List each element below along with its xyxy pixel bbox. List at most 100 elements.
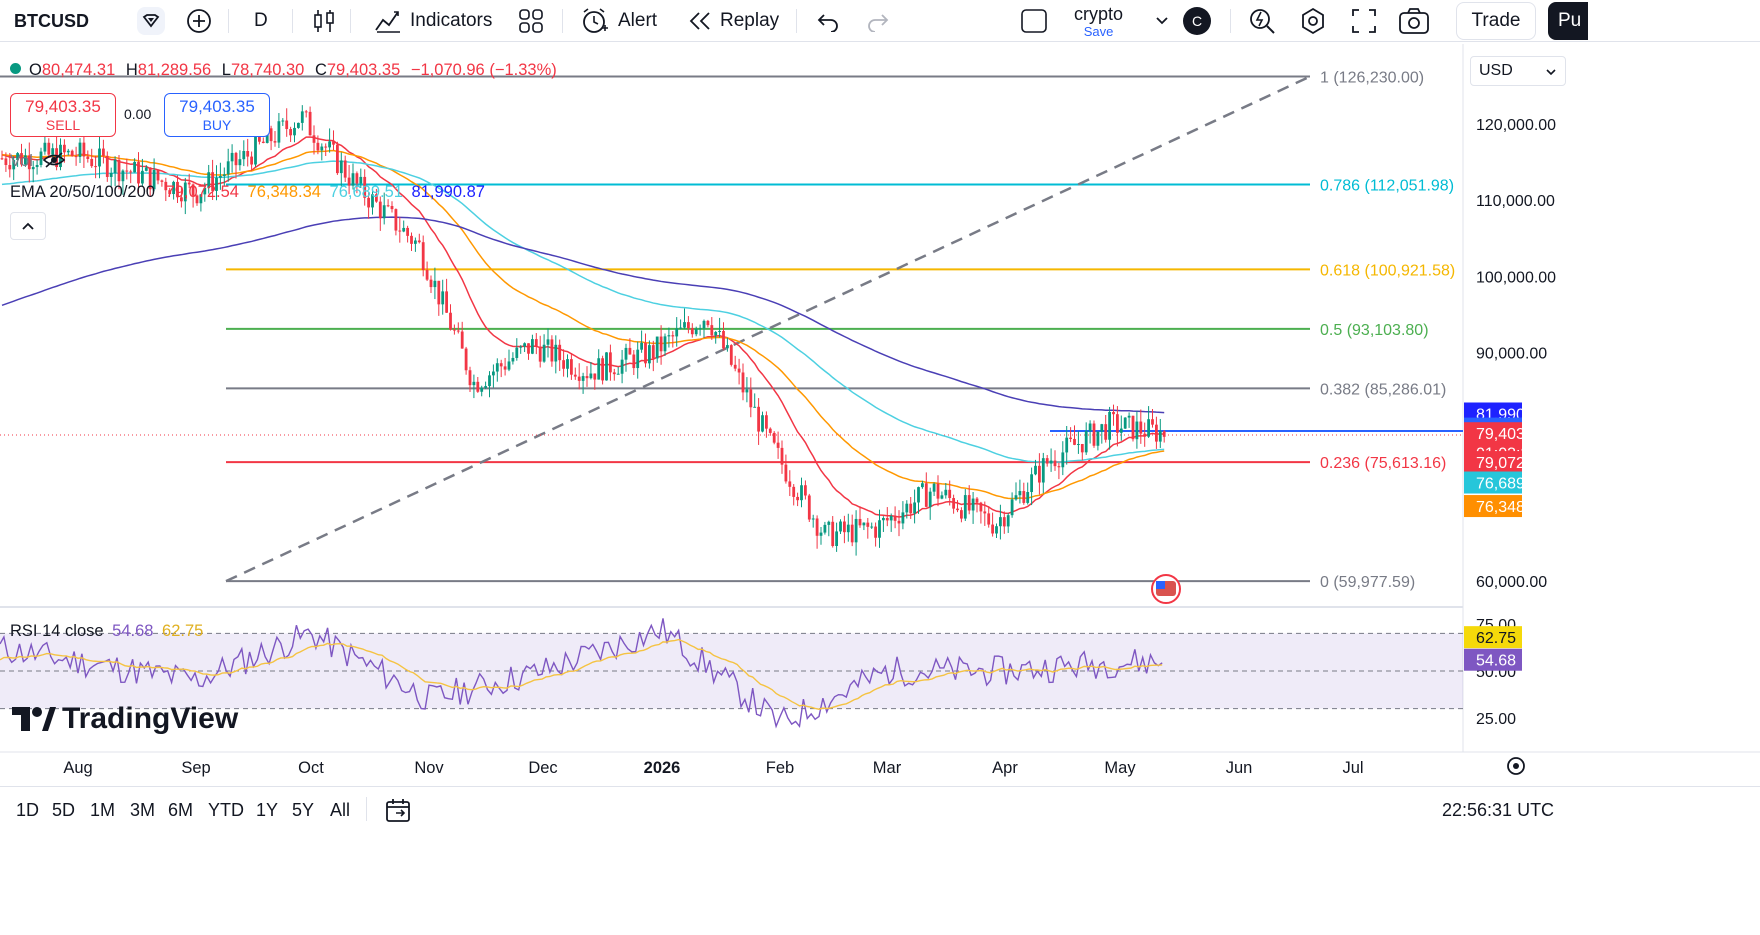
chevron-down-icon[interactable] — [1154, 0, 1170, 42]
candle-body — [776, 442, 780, 448]
candle-body — [878, 520, 881, 538]
replay-button[interactable]: Replay — [688, 0, 779, 42]
symbol-search[interactable]: BTCUSD — [14, 0, 89, 42]
candle-body — [148, 167, 152, 190]
candle-body — [960, 510, 963, 519]
quick-search-icon[interactable] — [1247, 0, 1277, 42]
candle-body — [129, 171, 133, 173]
candle-body — [866, 522, 870, 527]
currency-select[interactable]: USD — [1470, 56, 1566, 86]
candle-body — [648, 345, 651, 364]
candle-body — [86, 156, 90, 159]
candle-body — [359, 176, 363, 184]
candle-body — [1158, 431, 1162, 442]
candle-body — [605, 352, 608, 381]
candle-body — [1116, 414, 1119, 433]
indicators-button[interactable]: Indicators — [374, 0, 492, 42]
candles-style-icon[interactable] — [312, 0, 336, 42]
date-range-calendar-icon[interactable] — [384, 787, 412, 833]
range-button-6m[interactable]: 6M — [168, 799, 194, 820]
range-button-1y[interactable]: 1Y — [256, 799, 279, 820]
candle-body — [671, 335, 675, 337]
templates-icon[interactable] — [518, 0, 544, 42]
candle-body — [796, 496, 799, 501]
candle-body — [492, 371, 495, 376]
candle-body — [768, 428, 772, 433]
time-axis-tick: Oct — [298, 759, 324, 777]
settings-gear-icon[interactable] — [1298, 0, 1328, 42]
candle-body — [1045, 458, 1049, 464]
candle-body — [765, 415, 768, 429]
candle-body — [63, 144, 66, 153]
candle-body — [971, 498, 975, 511]
range-button-5d[interactable]: 5D — [52, 799, 76, 820]
candle-body — [133, 161, 136, 173]
candle-body — [168, 190, 172, 195]
range-button-3m[interactable]: 3M — [130, 799, 156, 820]
candle-body — [597, 358, 601, 380]
price-axis-tag — [1464, 471, 1522, 494]
price-axis-tick: 100,000.00 — [1476, 269, 1556, 286]
sell-button[interactable]: 79,403.35 SELL — [10, 93, 116, 137]
layout-name-button[interactable]: crypto Save — [1074, 0, 1123, 42]
clock-timezone[interactable]: 22:56:31 UTC — [1442, 799, 1555, 820]
candle-body — [655, 336, 659, 359]
range-button-5y[interactable]: 5Y — [292, 799, 315, 820]
range-button-1d[interactable]: 1D — [16, 799, 40, 820]
candle-body — [850, 524, 854, 543]
compare-add-icon[interactable] — [185, 0, 213, 42]
candle-body — [858, 518, 862, 526]
candle-body — [277, 121, 281, 143]
candle-body — [363, 176, 367, 198]
exchange-badge-icon[interactable] — [136, 0, 166, 42]
trade-button[interactable]: Trade — [1456, 2, 1536, 40]
candle-body — [702, 320, 706, 329]
candle-body — [390, 206, 394, 210]
candle-body — [987, 513, 991, 525]
open-label: O — [29, 61, 42, 79]
candle-body — [1084, 431, 1088, 453]
flag-canton — [1156, 581, 1165, 589]
collapse-legend-button[interactable] — [10, 212, 46, 240]
candle-body — [484, 386, 487, 388]
interval-button[interactable]: D — [254, 0, 268, 42]
ema200-line — [1, 216, 1165, 414]
candle-body — [425, 270, 429, 280]
range-button-1m[interactable]: 1M — [90, 799, 116, 820]
candle-body — [304, 111, 308, 113]
chevron-up-icon — [22, 222, 34, 230]
candle-body — [316, 142, 320, 151]
candle-body — [1065, 437, 1069, 453]
rsi-value: 54.68 — [112, 622, 154, 640]
time-axis-tick: Feb — [766, 759, 794, 777]
range-button-all[interactable]: All — [330, 799, 351, 820]
candle-body — [601, 358, 604, 381]
layout-square-icon[interactable] — [1020, 0, 1048, 42]
candle-body — [690, 328, 694, 335]
alert-button[interactable]: Alert — [580, 0, 657, 42]
candle-body — [640, 342, 643, 350]
buy-button[interactable]: 79,403.35 BUY — [164, 93, 270, 137]
camera-snapshot-icon[interactable] — [1398, 0, 1430, 42]
candle-body — [1034, 465, 1037, 475]
user-avatar[interactable]: C — [1183, 0, 1211, 42]
eye-crossed-icon[interactable] — [42, 151, 66, 169]
candle-body — [246, 151, 250, 157]
ema200-value: 81,990.87 — [411, 183, 485, 201]
publish-button[interactable]: Pu — [1548, 2, 1588, 40]
undo-icon[interactable] — [816, 0, 840, 42]
candle-body — [624, 347, 628, 360]
candle-body — [1053, 460, 1057, 467]
bottom-toolbar: 1D 5D 1M 3M 6M YTD 1Y 5Y All 22:56:31 UTC — [0, 786, 1760, 834]
candle-body — [300, 111, 304, 123]
candle-body — [901, 512, 905, 524]
range-button-ytd[interactable]: YTD — [208, 799, 244, 820]
redo-icon[interactable] — [866, 0, 890, 42]
candle-body — [1162, 431, 1166, 437]
candle-body — [480, 387, 484, 392]
candle-body — [215, 177, 218, 191]
fullscreen-icon[interactable] — [1350, 0, 1378, 42]
candle-body — [733, 364, 737, 369]
candle-body — [74, 156, 78, 158]
